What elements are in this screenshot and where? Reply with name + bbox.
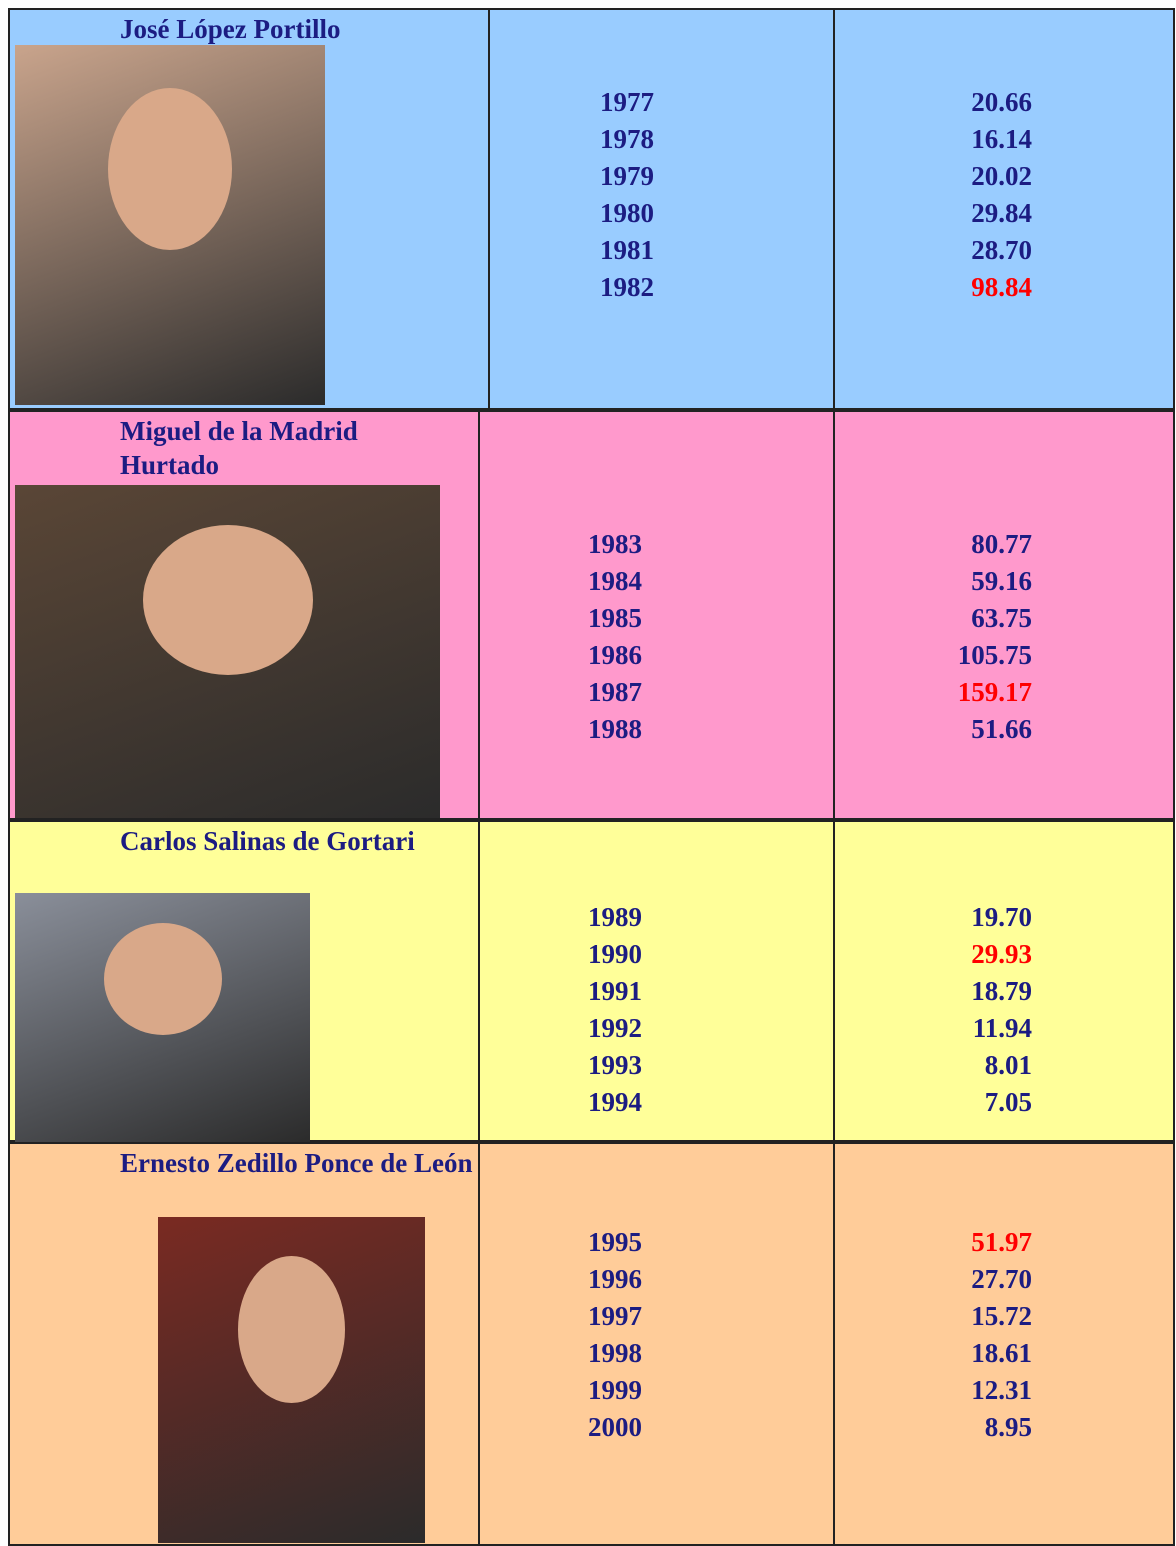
- year: 1982: [600, 270, 654, 304]
- year: 1978: [600, 122, 654, 156]
- photo-face: [143, 525, 313, 675]
- value: 19.70: [971, 900, 1032, 934]
- year: 1995: [588, 1225, 642, 1259]
- value: 29.93: [971, 937, 1032, 971]
- photo: [158, 1217, 425, 1543]
- year: 1994: [588, 1085, 642, 1119]
- year-cell: [478, 410, 837, 820]
- year: 1980: [600, 196, 654, 230]
- value: 98.84: [971, 270, 1032, 304]
- year-cell: [478, 820, 837, 1142]
- value: 28.70: [971, 233, 1032, 267]
- president-name: José López Portillo: [120, 12, 480, 46]
- value: 80.77: [971, 527, 1032, 561]
- year-cell: [488, 8, 837, 410]
- year: 1985: [588, 601, 642, 635]
- value: 51.97: [971, 1225, 1032, 1259]
- year: 1983: [588, 527, 642, 561]
- value: 63.75: [971, 601, 1032, 635]
- year: 1987: [588, 675, 642, 709]
- year: 1984: [588, 564, 642, 598]
- value: 18.79: [971, 974, 1032, 1008]
- year: 1988: [588, 712, 642, 746]
- photo-face: [238, 1256, 345, 1403]
- year: 1999: [588, 1373, 642, 1407]
- value: 8.01: [985, 1048, 1032, 1082]
- year-cell: [478, 1142, 837, 1546]
- photo: [15, 45, 325, 405]
- value: 8.95: [985, 1410, 1032, 1444]
- president-name: Ernesto Zedillo Ponce de León: [120, 1146, 480, 1180]
- year: 1989: [588, 900, 642, 934]
- value: 20.66: [971, 85, 1032, 119]
- year: 1990: [588, 937, 642, 971]
- president-name: Miguel de la Madrid Hurtado: [120, 414, 420, 482]
- year: 2000: [588, 1410, 642, 1444]
- president-name: Carlos Salinas de Gortari: [120, 824, 420, 858]
- value: 105.75: [958, 638, 1032, 672]
- year: 1996: [588, 1262, 642, 1296]
- photo: [15, 485, 440, 818]
- year: 1981: [600, 233, 654, 267]
- year: 1979: [600, 159, 654, 193]
- value: 15.72: [971, 1299, 1032, 1333]
- value: 51.66: [971, 712, 1032, 746]
- year: 1998: [588, 1336, 642, 1370]
- year: 1977: [600, 85, 654, 119]
- value: 16.14: [971, 122, 1032, 156]
- page: José López Portillo 1977 20.66 1978 16.14 197…: [0, 0, 1176, 1546]
- value: 11.94: [973, 1011, 1032, 1045]
- value: 7.05: [985, 1085, 1032, 1119]
- year: 1986: [588, 638, 642, 672]
- value: 59.16: [971, 564, 1032, 598]
- year: 1993: [588, 1048, 642, 1082]
- value: 20.02: [971, 159, 1032, 193]
- year: 1991: [588, 974, 642, 1008]
- value: 159.17: [958, 675, 1032, 709]
- year: 1997: [588, 1299, 642, 1333]
- value: 27.70: [971, 1262, 1032, 1296]
- year: 1992: [588, 1011, 642, 1045]
- photo-face: [104, 923, 222, 1035]
- value: 12.31: [971, 1373, 1032, 1407]
- photo: [15, 893, 310, 1142]
- photo-face: [108, 88, 232, 250]
- value: 29.84: [971, 196, 1032, 230]
- value: 18.61: [971, 1336, 1032, 1370]
